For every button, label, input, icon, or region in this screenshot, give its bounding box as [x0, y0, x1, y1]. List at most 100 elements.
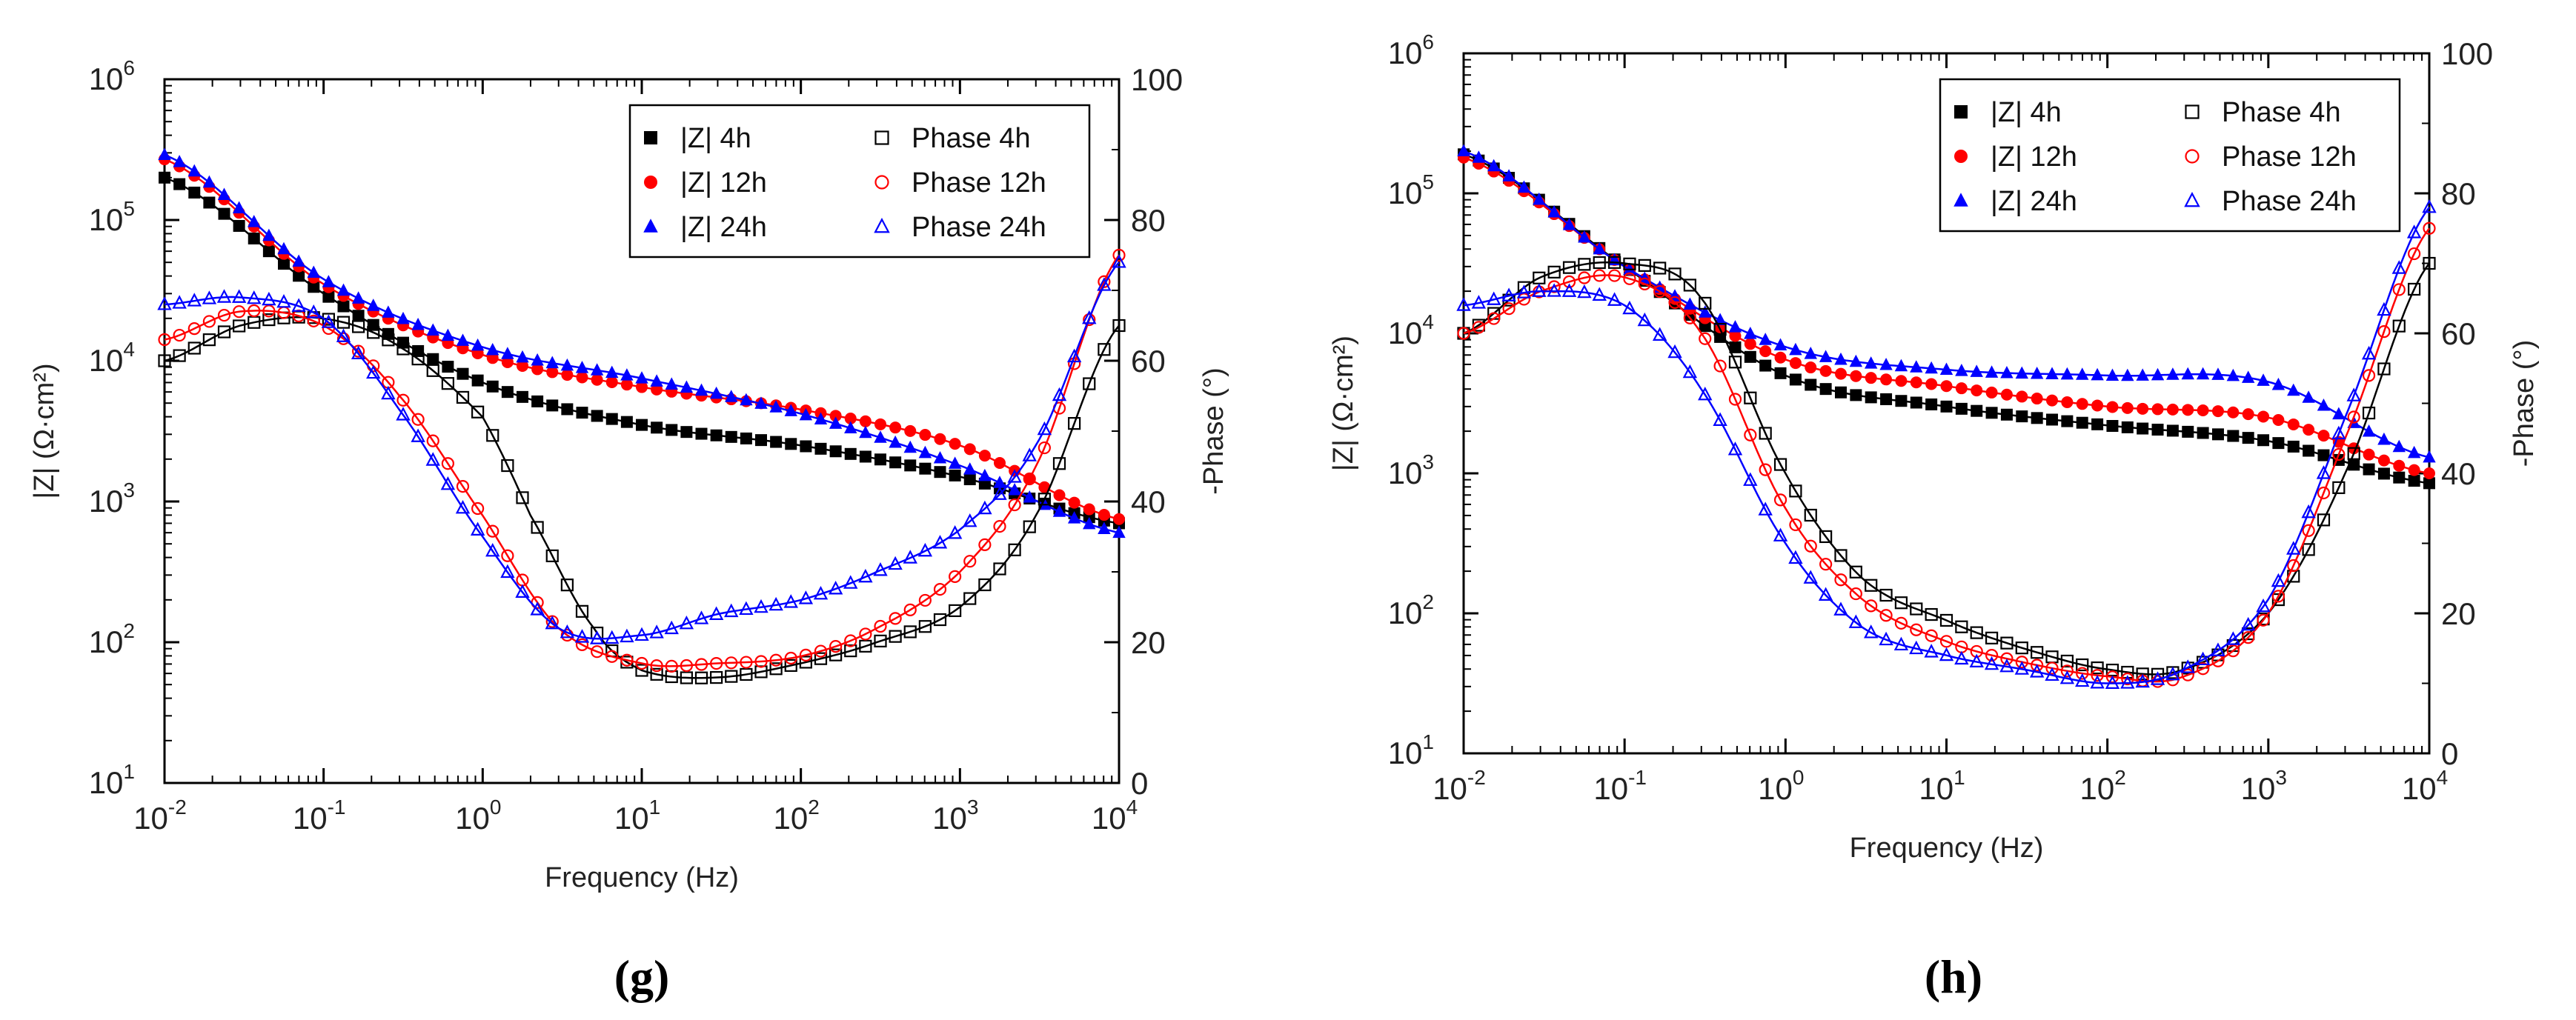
data-point: [2257, 373, 2270, 386]
x-tick-label: 101: [1919, 766, 1965, 806]
data-point: [2181, 668, 2194, 681]
data-point: [1819, 383, 1832, 396]
data-point: [785, 438, 797, 450]
data-point: [501, 549, 514, 562]
data-point: [172, 295, 187, 309]
data-point: [412, 344, 425, 357]
data-point: [993, 519, 1006, 533]
x-tick-label: 10-2: [1433, 766, 1486, 806]
data-point: [1667, 344, 1682, 359]
data-point: [262, 228, 276, 241]
y-right-tick-label: 80: [2441, 176, 2476, 211]
data-point: [814, 644, 828, 658]
data-point: [307, 265, 320, 279]
data-point: [874, 634, 887, 647]
data-point: [949, 604, 962, 617]
y-left-axis-title: |Z| (Ω·cm²): [29, 363, 60, 499]
data-point: [1819, 350, 1833, 362]
data-point: [994, 456, 1006, 469]
data-point: [589, 630, 605, 644]
data-point: [456, 390, 470, 404]
data-point: [471, 374, 484, 387]
y-right-tick-label: 60: [1131, 344, 1166, 379]
data-point: [1593, 256, 1606, 270]
data-point: [2226, 644, 2240, 658]
data-point: [158, 147, 171, 161]
data-point: [2286, 541, 2301, 555]
data-point: [2015, 366, 2029, 379]
data-point: [2166, 403, 2179, 416]
y-left-tick-label: 101: [89, 760, 135, 800]
data-point: [262, 313, 276, 327]
data-point: [2256, 598, 2271, 613]
data-point: [635, 664, 648, 677]
data-point: [2377, 454, 2390, 467]
data-point: [248, 304, 261, 318]
data-point: [933, 450, 947, 464]
data-point: [2076, 416, 2088, 429]
data-point: [1818, 587, 1833, 601]
data-point: [2106, 401, 2119, 413]
data-point: [932, 535, 948, 549]
data-point: [2303, 424, 2315, 436]
data-point: [486, 429, 499, 442]
data-point: [2317, 449, 2330, 461]
y-right-tick-label: 40: [2441, 456, 2476, 491]
data-point: [1008, 543, 1021, 556]
data-point: [2377, 432, 2391, 445]
data-point: [1744, 327, 1757, 339]
data-point: [919, 462, 932, 475]
data-point: [2059, 670, 2075, 684]
data-point: [2046, 413, 2059, 426]
data-point: [2121, 421, 2134, 433]
data-point: [291, 298, 306, 312]
data-point: [441, 457, 454, 470]
legend-marker: [1953, 193, 1968, 207]
data-point: [202, 315, 216, 328]
data-point: [1864, 356, 1878, 369]
data-point: [471, 338, 485, 351]
data-point: [844, 447, 857, 460]
data-point: [2060, 664, 2074, 678]
data-point: [2046, 394, 2059, 407]
data-point: [485, 542, 500, 557]
data-point: [2182, 404, 2194, 416]
data-point: [754, 396, 768, 409]
data-point: [2031, 393, 2043, 405]
data-point: [500, 564, 515, 579]
data-point: [2377, 467, 2390, 480]
y-left-tick-label: 106: [89, 56, 135, 96]
data-point: [1082, 310, 1097, 324]
data-point: [1607, 269, 1621, 282]
data-point: [949, 469, 961, 481]
data-point: [2226, 368, 2240, 381]
data-point: [1894, 359, 1908, 372]
data-point: [2423, 221, 2436, 235]
data-point: [1068, 496, 1080, 509]
data-point: [248, 215, 261, 227]
data-point: [755, 434, 767, 447]
data-point: [2165, 666, 2180, 681]
data-point: [947, 525, 963, 539]
data-point: [546, 399, 559, 412]
legend-box: [628, 104, 1091, 259]
data-point: [1472, 150, 1486, 163]
data-point: [992, 486, 1007, 500]
data-point: [382, 305, 395, 318]
data-point: [545, 615, 560, 630]
data-point: [366, 364, 381, 379]
data-point: [1561, 283, 1577, 297]
data-point: [2031, 646, 2044, 659]
data-point: [2271, 573, 2286, 587]
data-point: [2060, 367, 2074, 380]
data-point: [1773, 458, 1787, 471]
data-point: [2076, 367, 2089, 380]
data-point: [2423, 450, 2436, 463]
data-point: [471, 405, 485, 419]
data-point: [1788, 550, 1803, 564]
data-point: [1472, 321, 1485, 334]
y-left-axis-title: |Z| (Ω·cm²): [1328, 336, 1359, 471]
data-point: [2000, 636, 2014, 650]
data-point: [336, 328, 351, 342]
data-point: [1819, 558, 1833, 571]
